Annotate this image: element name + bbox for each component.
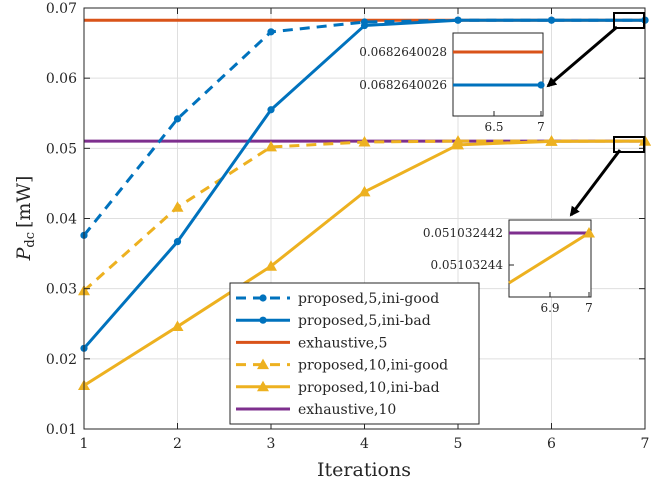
inset-y-tick-label: 0.0682640028 (359, 45, 447, 59)
data-point (548, 17, 555, 24)
x-tick-label: 5 (454, 436, 463, 452)
legend-label: proposed,10,ini-bad (298, 380, 440, 396)
inset-x-tick-label: 6.9 (540, 301, 559, 315)
legend: proposed,5,ini-good proposed,5,ini-bad exh… (230, 283, 479, 424)
legend-label: exhaustive,5 (298, 335, 387, 351)
data-point (454, 17, 461, 24)
x-tick-label: 3 (267, 436, 276, 452)
inset-x-tick-label: 6.5 (484, 120, 503, 134)
x-tick-label: 2 (173, 436, 182, 452)
y-tick-label: 0.04 (46, 212, 77, 228)
inset-data-point (537, 81, 544, 88)
data-point (174, 115, 181, 122)
y-tick-label: 0.03 (46, 282, 77, 298)
data-point (174, 238, 181, 245)
legend-label: proposed,5,ini-bad (298, 313, 431, 329)
data-point (267, 28, 274, 35)
x-tick-label: 4 (360, 436, 369, 452)
inset-y-tick-label: 0.051032442 (423, 226, 503, 240)
inset-frame (453, 33, 543, 116)
legend-label: proposed,10,ini-good (298, 358, 448, 374)
legend-marker (259, 294, 266, 301)
x-tick-label: 1 (80, 436, 89, 452)
y-tick-label: 0.01 (46, 422, 77, 438)
y-tick-label: 0.07 (46, 1, 77, 17)
inset-x-tick-label: 7 (585, 301, 593, 315)
x-tick-label: 6 (547, 436, 556, 452)
legend-label: exhaustive,10 (298, 402, 396, 418)
y-tick-label: 0.06 (46, 71, 77, 87)
data-point (267, 106, 274, 113)
inset-x-tick-label: 7 (537, 120, 545, 134)
legend-marker (259, 317, 266, 324)
inset-y-tick-label: 0.0682640026 (359, 78, 447, 92)
x-axis-label: Iterations (317, 459, 411, 481)
y-axis-label: Pdc[mW] (13, 176, 38, 262)
y-tick-label: 0.02 (46, 352, 77, 368)
data-point (361, 22, 368, 29)
inset-y-tick-label: 0.05103244 (430, 258, 503, 272)
legend-label: proposed,5,ini-good (298, 291, 439, 307)
y-tick-label: 0.05 (46, 141, 77, 157)
x-tick-label: 7 (641, 436, 650, 452)
